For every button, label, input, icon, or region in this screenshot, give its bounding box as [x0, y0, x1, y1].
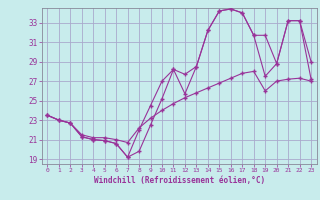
- X-axis label: Windchill (Refroidissement éolien,°C): Windchill (Refroidissement éolien,°C): [94, 176, 265, 185]
